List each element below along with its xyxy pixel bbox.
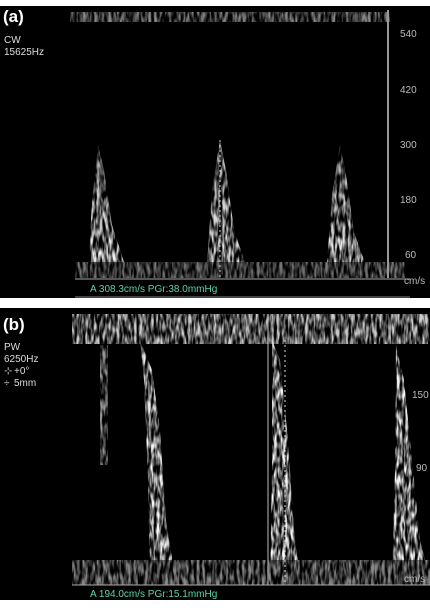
scale-label: 60 xyxy=(405,250,417,261)
gate-icon: ÷ xyxy=(4,378,10,389)
panel-a: (a) CW 15625Hz 540 420 300 180 60 cm/s A… xyxy=(0,6,430,298)
frequency: 15625Hz xyxy=(4,47,44,58)
scale-label: 90 xyxy=(416,463,428,474)
panel-b: (b) PW 6250Hz +0° 5mm ⊹ ÷ 150 90 cm/s A … xyxy=(0,308,430,600)
gate: 5mm xyxy=(14,378,36,389)
doppler-figure: (a) CW 15625Hz 540 420 300 180 60 cm/s A… xyxy=(0,0,430,611)
panel-background xyxy=(0,308,430,600)
frequency: 6250Hz xyxy=(4,354,38,365)
scale-label: 150 xyxy=(412,390,429,401)
scale-label: 180 xyxy=(400,195,417,206)
scale-label: 540 xyxy=(400,29,417,40)
scale-unit: cm/s xyxy=(404,574,425,585)
scale-label: 300 xyxy=(400,140,417,151)
scale-label: 420 xyxy=(400,85,417,96)
angle: +0° xyxy=(14,366,29,377)
measurement: A 194.0cm/s PGr:15.1mmHg xyxy=(90,589,217,600)
angle-icon: ⊹ xyxy=(4,366,12,377)
scale-unit: cm/s xyxy=(404,276,425,287)
measurement: A 308.3cm/s PGr:38.0mmHg xyxy=(90,284,217,295)
panel-label: (b) xyxy=(3,315,25,334)
mode: CW xyxy=(4,35,21,46)
mode: PW xyxy=(4,342,21,353)
panel-label: (a) xyxy=(3,7,24,26)
